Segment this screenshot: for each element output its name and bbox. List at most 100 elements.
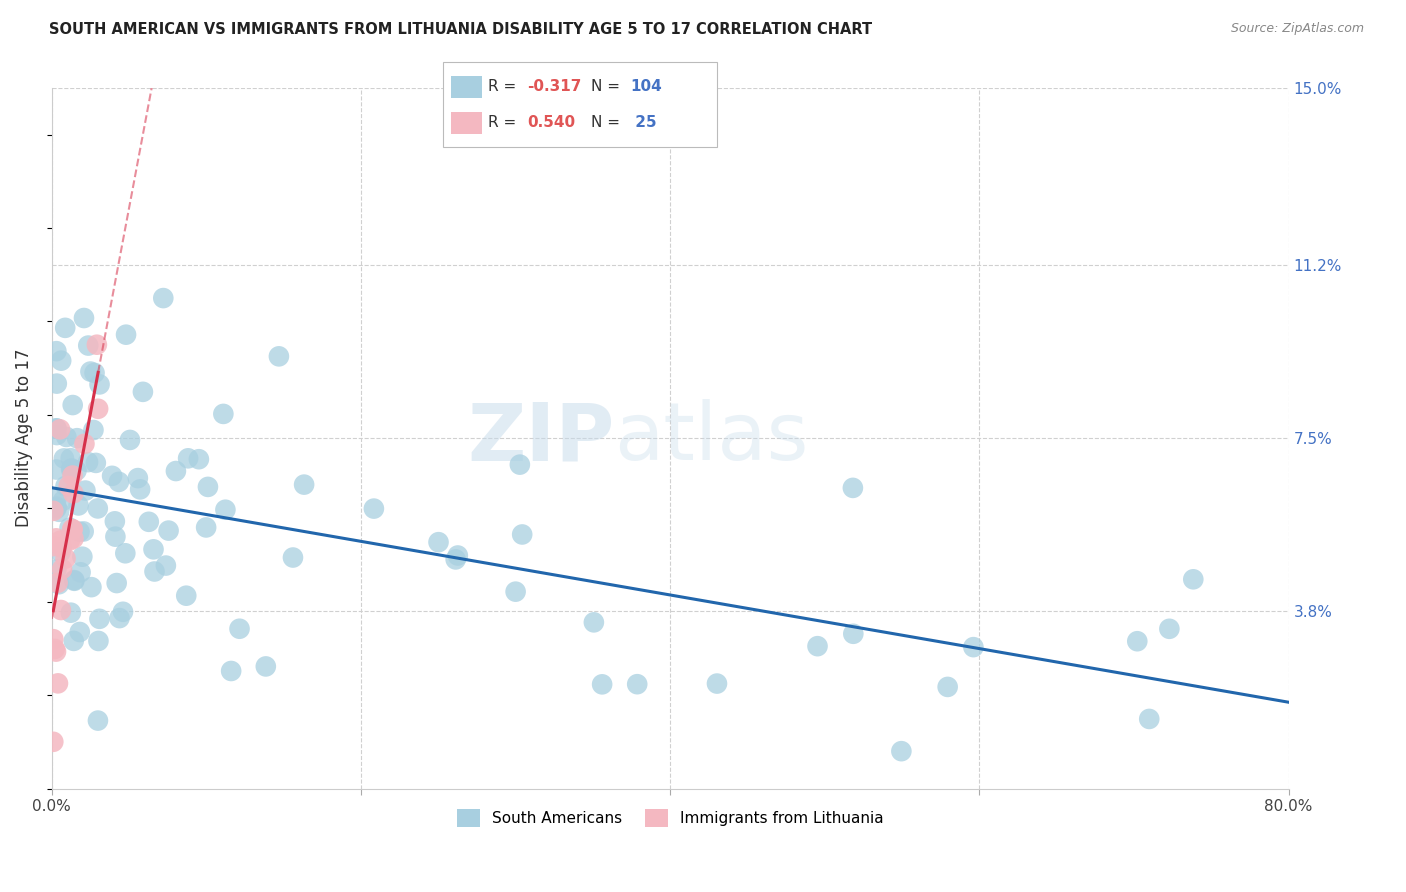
Point — [45, 376, 67, 391]
Point — [87, 634, 110, 648]
Point — [427, 535, 450, 549]
Point — [48, 505, 70, 519]
Point — [212, 407, 235, 421]
Point — [187, 452, 209, 467]
Point — [60, 522, 83, 536]
Point — [59, 451, 82, 466]
Point — [73, 524, 96, 539]
Point — [127, 471, 149, 485]
Point — [1126, 634, 1149, 648]
Point — [51, 541, 73, 555]
Text: Source: ZipAtlas.com: Source: ZipAtlas.com — [1230, 22, 1364, 36]
Point — [52, 451, 75, 466]
Point — [132, 384, 155, 399]
Text: N =: N = — [591, 115, 624, 129]
Text: 25: 25 — [630, 115, 657, 129]
Point — [79, 365, 101, 379]
Point — [63, 573, 86, 587]
Point — [45, 462, 67, 476]
Point — [45, 645, 67, 659]
Text: N =: N = — [591, 79, 624, 94]
Point — [62, 486, 84, 500]
Point — [60, 461, 83, 475]
Point — [108, 475, 131, 489]
Point — [174, 589, 197, 603]
Point — [55, 430, 77, 444]
Point — [80, 580, 103, 594]
Text: R =: R = — [488, 115, 522, 129]
Point — [59, 533, 82, 548]
Point — [46, 575, 69, 590]
Text: -0.317: -0.317 — [527, 79, 582, 94]
Point — [48, 577, 70, 591]
Point — [58, 521, 80, 535]
Point — [45, 563, 67, 577]
Point — [45, 500, 67, 514]
Point — [82, 423, 104, 437]
Point — [67, 499, 90, 513]
Point — [626, 677, 648, 691]
Point — [42, 539, 65, 553]
Point — [58, 479, 80, 493]
Point — [42, 632, 65, 647]
Y-axis label: Disability Age 5 to 17: Disability Age 5 to 17 — [15, 349, 32, 527]
Point — [890, 744, 912, 758]
Text: 104: 104 — [630, 79, 662, 94]
Point — [447, 549, 470, 563]
Point — [142, 542, 165, 557]
Point — [582, 615, 605, 630]
Point — [75, 483, 97, 498]
Point — [84, 456, 107, 470]
Point — [62, 532, 84, 546]
Point — [42, 504, 65, 518]
Point — [129, 483, 152, 497]
Point — [45, 421, 67, 435]
Point — [1137, 712, 1160, 726]
Point — [51, 353, 73, 368]
Point — [157, 524, 180, 538]
Point — [49, 603, 72, 617]
Point — [292, 477, 315, 491]
Point — [509, 458, 531, 472]
Point — [45, 501, 67, 516]
Point — [591, 677, 613, 691]
Point — [49, 422, 72, 436]
Point — [143, 565, 166, 579]
Point — [52, 493, 75, 508]
Point — [89, 612, 111, 626]
Point — [69, 524, 91, 539]
Point — [53, 321, 76, 335]
Point — [115, 327, 138, 342]
Point — [363, 501, 385, 516]
Point — [706, 676, 728, 690]
Point — [44, 642, 66, 657]
Point — [155, 558, 177, 573]
Point — [62, 468, 84, 483]
Point — [60, 462, 83, 476]
Point — [842, 481, 865, 495]
Point — [77, 455, 100, 469]
Point — [49, 545, 72, 559]
Point — [152, 291, 174, 305]
Point — [108, 611, 131, 625]
Text: ZIP: ZIP — [467, 400, 614, 477]
Point — [72, 549, 94, 564]
Point — [165, 464, 187, 478]
Point — [45, 421, 67, 435]
Point — [1182, 572, 1205, 586]
Point — [505, 584, 527, 599]
Point — [114, 546, 136, 560]
Point — [1159, 622, 1181, 636]
Point — [89, 377, 111, 392]
Point — [69, 566, 91, 580]
Point — [510, 527, 533, 541]
Point — [195, 520, 218, 534]
Text: 0.540: 0.540 — [527, 115, 575, 129]
Point — [104, 530, 127, 544]
Point — [45, 428, 67, 442]
Point — [65, 464, 87, 478]
Point — [42, 735, 65, 749]
Point — [267, 349, 290, 363]
Point — [86, 337, 108, 351]
Point — [138, 515, 160, 529]
